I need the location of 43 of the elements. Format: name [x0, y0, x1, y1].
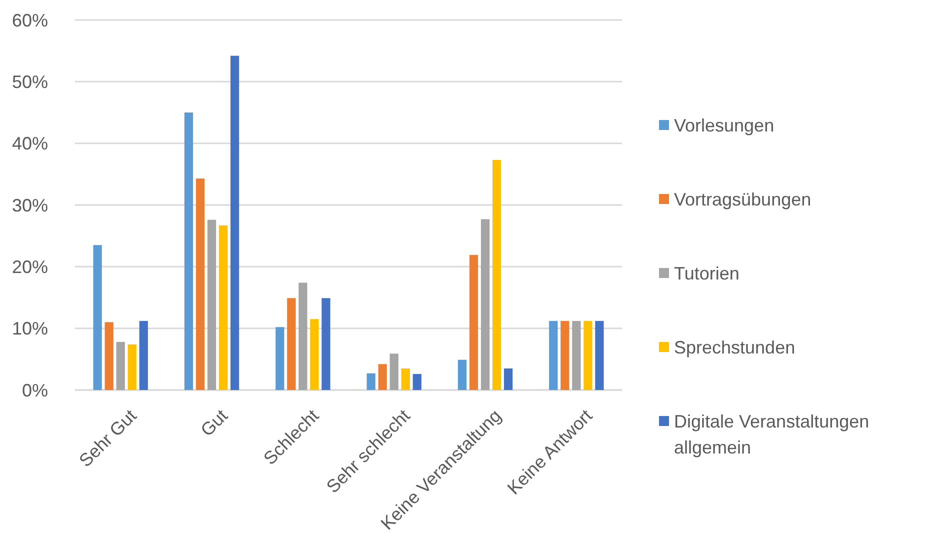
bar — [184, 112, 194, 390]
bar — [104, 322, 114, 390]
bar — [310, 319, 319, 390]
bar — [412, 374, 422, 390]
bar — [93, 245, 102, 390]
x-tick-label: Gut — [196, 406, 232, 440]
bar — [572, 320, 581, 390]
bar — [401, 368, 410, 390]
bar — [207, 220, 216, 390]
legend-label: Tutorien — [674, 263, 740, 284]
legend-label: Vortragsübungen — [674, 189, 812, 210]
bar — [469, 254, 478, 390]
bar — [492, 160, 502, 390]
bar — [458, 360, 467, 390]
bar — [378, 364, 387, 390]
y-tick-label: 0% — [22, 380, 48, 400]
legend-label: Vorlesungen — [674, 115, 774, 136]
bar — [366, 373, 376, 390]
legend-label: Digitale Veranstaltungen allgemein — [674, 411, 870, 458]
bar — [390, 354, 398, 390]
y-tick-label: 40% — [12, 134, 48, 154]
y-tick-label: 20% — [12, 256, 48, 277]
y-tick-label: 60% — [12, 10, 48, 30]
legend-label: Sprechstunden — [674, 337, 796, 358]
bar — [196, 178, 205, 390]
bar — [139, 320, 148, 390]
bar — [230, 56, 240, 390]
bar — [128, 344, 136, 390]
bar — [287, 298, 296, 390]
bar — [504, 368, 513, 390]
bar — [218, 225, 228, 390]
bar — [322, 298, 330, 390]
bar — [480, 219, 490, 390]
y-tick-label: 30% — [12, 195, 48, 216]
y-tick-label: 10% — [12, 318, 48, 339]
bar — [584, 320, 592, 390]
bar — [595, 320, 604, 390]
bar — [549, 320, 558, 390]
bar — [298, 282, 308, 390]
bar — [560, 320, 570, 390]
bar — [276, 327, 284, 390]
y-tick-label: 50% — [12, 72, 48, 92]
bar — [116, 342, 125, 390]
